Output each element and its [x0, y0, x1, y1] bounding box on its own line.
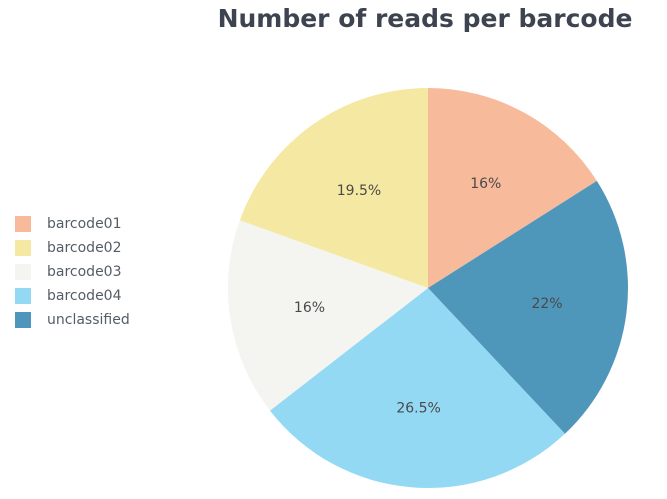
legend-item-barcode04[interactable]: barcode04 [15, 284, 130, 308]
pie-slice-barcode01[interactable] [428, 88, 597, 288]
slice-label-barcode02: 19.5% [337, 183, 381, 199]
legend-swatch [15, 312, 31, 328]
legend-label: barcode02 [47, 240, 122, 256]
legend: barcode01 barcode02 barcode03 barcode04 … [15, 212, 130, 332]
legend-item-barcode02[interactable]: barcode02 [15, 236, 130, 260]
slice-label-barcode03: 16% [294, 300, 325, 316]
slice-label-barcode04: 26.5% [396, 401, 440, 417]
pie-slice-barcode03[interactable] [227, 220, 428, 411]
legend-item-barcode03[interactable]: barcode03 [15, 260, 130, 284]
pie-slice-unclassified[interactable] [428, 180, 628, 434]
slice-label-unclassified: 22% [531, 296, 562, 312]
legend-swatch [15, 240, 31, 256]
legend-label: barcode04 [47, 288, 122, 304]
legend-swatch [15, 288, 31, 304]
legend-label: barcode03 [47, 264, 122, 280]
chart-title: Number of reads per barcode [217, 4, 633, 33]
pie-slice-barcode02[interactable] [239, 88, 428, 288]
slice-label-barcode01: 16% [470, 176, 501, 192]
legend-item-unclassified[interactable]: unclassified [15, 308, 130, 332]
legend-label: barcode01 [47, 216, 122, 232]
legend-swatch [15, 216, 31, 232]
legend-item-barcode01[interactable]: barcode01 [15, 212, 130, 236]
pie-slice-barcode04[interactable] [269, 288, 565, 489]
legend-label: unclassified [47, 312, 130, 328]
legend-swatch [15, 264, 31, 280]
